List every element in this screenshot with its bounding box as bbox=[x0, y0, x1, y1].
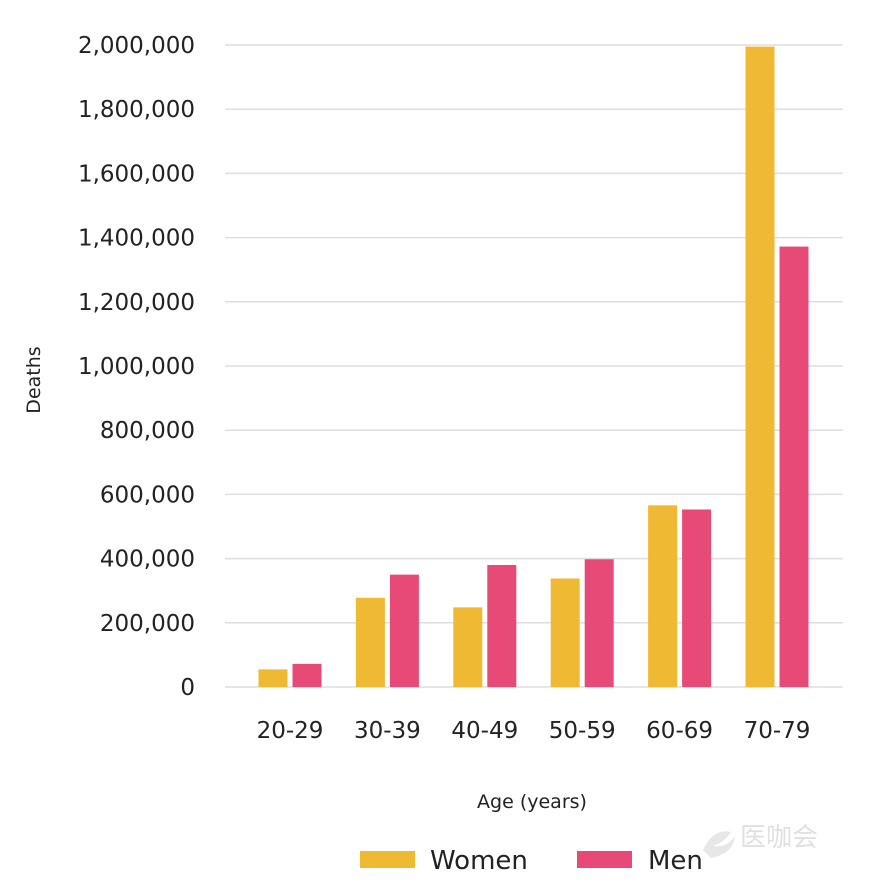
y-tick-label: 1,200,000 bbox=[78, 290, 195, 316]
watermark: 医咖会 bbox=[703, 823, 818, 858]
bars bbox=[258, 46, 809, 688]
bar-women-40-49 bbox=[453, 607, 483, 687]
x-axis-title: Age (years) bbox=[477, 791, 587, 813]
y-tick-label: 400,000 bbox=[100, 547, 195, 573]
y-tick-label: 1,400,000 bbox=[78, 226, 195, 252]
y-axis-tick-labels: 0 200,000 400,000 600,000 800,000 1,000,000 1,… bbox=[78, 33, 195, 701]
y-tick-label: 1,600,000 bbox=[78, 161, 195, 187]
legend-swatch-women bbox=[360, 851, 415, 868]
gridlines bbox=[225, 44, 843, 688]
x-tick-label: 40-49 bbox=[451, 718, 518, 744]
bar-women-70-79 bbox=[745, 46, 775, 688]
bar-men-50-59 bbox=[584, 559, 614, 687]
bar-women-20-29 bbox=[258, 669, 288, 687]
x-tick-label: 20-29 bbox=[257, 718, 324, 744]
y-tick-label: 600,000 bbox=[100, 482, 195, 508]
bar-women-60-69 bbox=[648, 505, 678, 687]
y-tick-label: 0 bbox=[180, 675, 195, 701]
watermark-text: 医咖会 bbox=[740, 823, 818, 853]
y-tick-label: 800,000 bbox=[100, 418, 195, 444]
legend-swatch-men bbox=[577, 851, 632, 868]
bar-women-50-59 bbox=[550, 578, 580, 687]
bar-men-20-29 bbox=[292, 663, 322, 687]
watermark-logo-icon bbox=[703, 831, 735, 858]
legend-label-women: Women bbox=[430, 846, 528, 876]
x-tick-label: 60-69 bbox=[646, 718, 713, 744]
x-tick-label: 50-59 bbox=[549, 718, 616, 744]
y-axis-title: Deaths bbox=[23, 346, 45, 413]
bar-men-30-39 bbox=[389, 574, 419, 687]
y-tick-label: 1,000,000 bbox=[78, 354, 195, 380]
x-tick-label: 70-79 bbox=[744, 718, 811, 744]
bar-men-60-69 bbox=[682, 509, 712, 687]
y-tick-label: 1,800,000 bbox=[78, 97, 195, 123]
bar-men-70-79 bbox=[779, 246, 809, 687]
legend: Women Men bbox=[360, 846, 703, 876]
legend-label-men: Men bbox=[648, 846, 703, 876]
y-tick-label: 200,000 bbox=[100, 611, 195, 637]
x-axis-tick-labels: 20-29 30-39 40-49 50-59 60-69 70-79 bbox=[257, 718, 811, 744]
bar-women-30-39 bbox=[355, 597, 385, 687]
bar-men-40-49 bbox=[487, 565, 517, 687]
x-tick-label: 30-39 bbox=[354, 718, 421, 744]
y-tick-label: 2,000,000 bbox=[78, 33, 195, 59]
